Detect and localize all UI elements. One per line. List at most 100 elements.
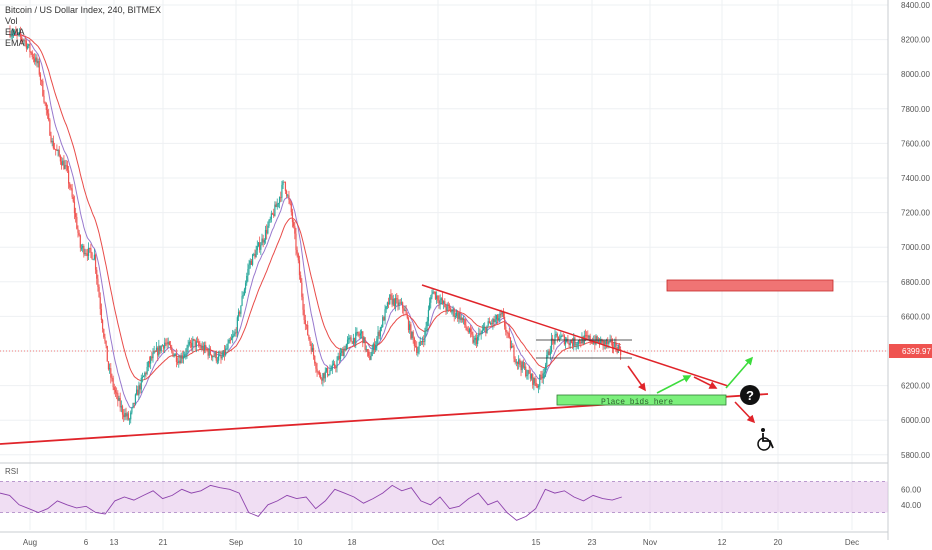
candle-body [93, 254, 95, 260]
candle-body [114, 389, 117, 393]
candle-body [513, 347, 515, 359]
candle-body [247, 268, 249, 276]
candle-body [341, 350, 343, 353]
last-price-label: 6399.97 [902, 347, 931, 356]
candle-body [512, 346, 514, 348]
candle-body [214, 352, 216, 357]
candle-body [338, 355, 340, 360]
candle-body [298, 260, 301, 276]
candle-body [55, 149, 57, 151]
candle-body [90, 248, 92, 253]
candle-body [564, 340, 567, 345]
candle-body [10, 34, 12, 37]
indicator-ema-1: EMA [5, 27, 25, 37]
candle-body [99, 297, 101, 310]
candle-body [569, 340, 571, 346]
candle-body [584, 335, 587, 337]
candle-body [342, 350, 344, 357]
candle-body [227, 343, 229, 349]
candle-body [111, 377, 113, 379]
candle-body [132, 402, 134, 408]
candle-body [567, 338, 569, 344]
candle-body [244, 283, 247, 290]
candle-body [264, 229, 267, 240]
candle-body [309, 338, 311, 344]
candle-body [57, 150, 59, 152]
candle-body [499, 313, 501, 319]
candle-body [549, 351, 551, 355]
candle-body [588, 335, 590, 338]
annotations: 6399.97 Place bids here? [0, 279, 932, 451]
candle-body [467, 330, 469, 333]
candle-body [53, 148, 56, 150]
candle-body [31, 52, 33, 57]
candle-body [602, 339, 604, 346]
red-arrow-down [734, 401, 756, 424]
candle-body [365, 349, 367, 351]
candle-body [454, 315, 456, 317]
candle-body [109, 368, 111, 370]
candle-body [291, 212, 294, 223]
candle-body [500, 313, 502, 315]
candle-body [344, 348, 346, 351]
candle-body [523, 366, 526, 368]
candle-body [273, 213, 275, 216]
candle-body [261, 238, 263, 246]
candle-body [317, 371, 319, 373]
candle-body [179, 360, 181, 364]
ema-line-fast [9, 33, 621, 409]
candle-body [274, 204, 276, 216]
candle-body [21, 36, 23, 40]
candle-body [386, 302, 388, 307]
candle-body [491, 323, 493, 325]
candle-body [323, 373, 325, 379]
candle-body [366, 349, 369, 352]
candle-body [493, 318, 495, 322]
candle-body [336, 360, 338, 368]
candle-body [514, 358, 516, 362]
candle-body [207, 350, 209, 356]
candle-body [315, 363, 317, 369]
candle-body [410, 324, 412, 339]
candle-body [311, 347, 313, 352]
candle-body [521, 361, 523, 371]
candle-body [283, 181, 285, 183]
candle-body [94, 254, 97, 270]
candle-body [452, 308, 454, 312]
y-tick-label: 6200.00 [901, 382, 930, 391]
candle-body [534, 377, 536, 384]
ema-lines [9, 33, 621, 409]
candle-body [504, 317, 506, 327]
candle-body [349, 337, 351, 339]
candle-body [587, 335, 589, 338]
rsi-tick-label: 60.00 [901, 485, 922, 494]
candle-body [91, 252, 93, 260]
candle-body [508, 333, 510, 338]
candle-body [125, 413, 127, 417]
candle-body [431, 294, 433, 298]
candle-body [457, 312, 459, 319]
candle-body [294, 226, 296, 234]
candle-body [243, 289, 246, 296]
candle-body [614, 342, 616, 348]
candle-body [573, 337, 575, 346]
candle-body [350, 337, 352, 342]
candle-body [79, 235, 81, 248]
candle-body [280, 197, 282, 199]
candle-body [152, 352, 154, 359]
candle-body [335, 367, 337, 369]
candle-body [290, 203, 292, 213]
candle-body [604, 341, 606, 345]
candle-body [239, 311, 241, 314]
candle-body [375, 344, 377, 351]
candle-body [484, 327, 486, 329]
candle-body [66, 165, 69, 171]
candle-body [325, 368, 328, 372]
candle-body [169, 344, 172, 348]
candle-body [208, 348, 210, 356]
x-tick-label: 18 [348, 538, 357, 547]
candle-body [482, 328, 485, 331]
candle-body [218, 355, 220, 361]
candle-body [492, 318, 494, 325]
candle-body [332, 363, 335, 365]
